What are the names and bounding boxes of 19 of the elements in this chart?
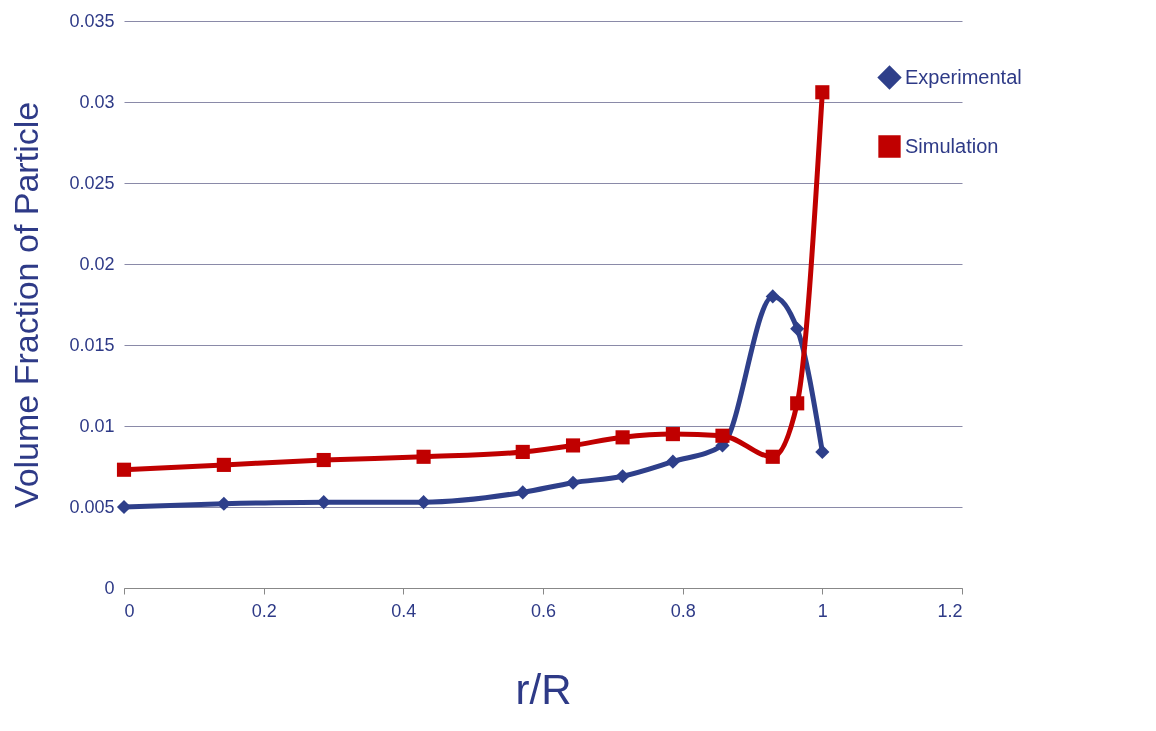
y-tick-label: 0.01 [79, 415, 115, 436]
y-tick-label: 0.02 [79, 253, 115, 274]
x-tick-label: 0.4 [391, 600, 417, 621]
legend-label: Experimental [905, 65, 1022, 88]
y-tick-label: 0.005 [69, 496, 115, 517]
x-tick-label: 0.2 [251, 600, 277, 621]
x-axis-title: r/R [515, 665, 572, 713]
x-tick-label: 1.2 [937, 600, 963, 621]
y-tick-label: 0.035 [69, 10, 115, 31]
y-tick-label: 0.015 [69, 334, 115, 355]
x-tick-label: 0.6 [530, 600, 557, 621]
y-tick-label: 0 [104, 577, 115, 598]
x-tick-label: 0.8 [670, 600, 696, 621]
y-tick-label: 0.03 [79, 91, 115, 112]
x-tick-label: 1 [817, 600, 828, 621]
x-tick-label: 0 [124, 600, 135, 621]
legend-label: Simulation [905, 134, 999, 157]
y-axis-title: Volume Fraction of Particle [7, 101, 46, 509]
y-tick-label: 0.025 [69, 172, 115, 193]
